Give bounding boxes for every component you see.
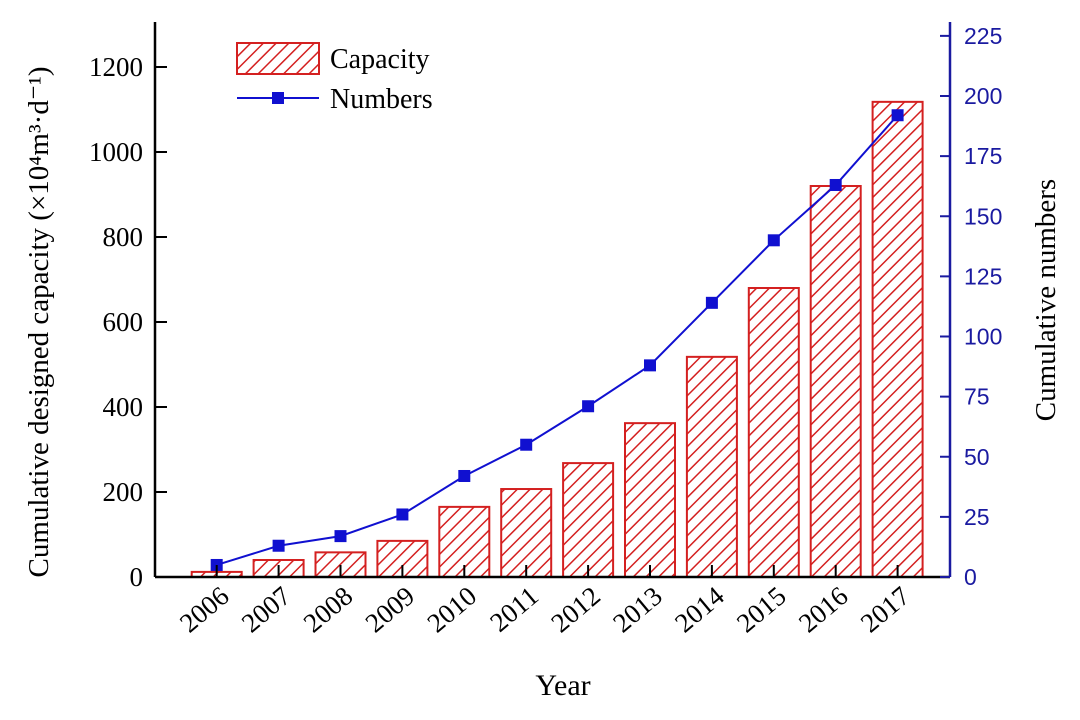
- bar-2014: [685, 355, 738, 578]
- y-left-tick-label: 200: [103, 477, 144, 507]
- y-right-tick-label: 175: [964, 143, 1002, 169]
- y-left-tick-label: 0: [130, 562, 144, 592]
- legend-capacity-label: Capacity: [330, 44, 430, 75]
- y-right-tick-label: 150: [964, 203, 1002, 229]
- x-tick-label-2007: 2007: [236, 581, 297, 639]
- x-tick-label-2012: 2012: [545, 581, 606, 639]
- x-tick-label-2011: 2011: [484, 581, 544, 638]
- y-axis-right-label: Cumulative numbers: [1030, 179, 1062, 421]
- x-tick-label-2013: 2013: [607, 581, 668, 639]
- x-tick-label-2006: 2006: [174, 581, 235, 639]
- point-2013: [644, 359, 656, 372]
- point-2017: [891, 109, 904, 122]
- y-right-tick-label: 25: [964, 504, 990, 530]
- y-axis-left-label: Cumulative designed capacity (×10⁴m³·d⁻¹…: [23, 67, 55, 578]
- x-tick-label-2014: 2014: [669, 580, 730, 638]
- bar-2011: [500, 488, 553, 578]
- y-right-tick-label: 50: [964, 444, 990, 470]
- x-tick-label-2010: 2010: [422, 581, 483, 639]
- point-2006: [210, 558, 223, 571]
- y-right-tick-label: 125: [964, 263, 1002, 289]
- y-left-tick-label: 600: [103, 307, 144, 337]
- bar-2013: [624, 422, 676, 578]
- y-left-tick-label: 400: [103, 392, 144, 422]
- legend-capacity-swatch: [236, 42, 320, 75]
- legend-numbers-label: Numbers: [330, 84, 433, 115]
- point-2010: [458, 469, 471, 482]
- y-right-tick-label: 75: [964, 384, 990, 410]
- y-left-tick-label: 1000: [89, 137, 143, 167]
- y-right-tick-label: 225: [964, 23, 1002, 49]
- point-2008: [334, 530, 347, 543]
- bar-2017: [871, 100, 924, 578]
- bar-2012: [562, 462, 615, 579]
- x-tick-label-2017: 2017: [855, 581, 916, 639]
- y-left-tick-label: 1200: [89, 52, 143, 82]
- x-tick-label-2009: 2009: [360, 581, 421, 639]
- point-2016: [829, 178, 842, 191]
- x-axis-label: Year: [535, 669, 590, 702]
- point-2015: [767, 234, 780, 247]
- y-right-tick-label: 200: [964, 83, 1002, 109]
- y-right-tick-label: 100: [964, 324, 1002, 350]
- point-2012: [582, 400, 595, 413]
- line-group: [210, 109, 904, 571]
- bar-2015: [747, 287, 800, 578]
- x-tick-label-2008: 2008: [298, 581, 359, 639]
- point-2011: [520, 438, 533, 451]
- legend-numbers-marker: [272, 92, 284, 104]
- x-tick-label-2015: 2015: [731, 581, 792, 639]
- bars-group: [190, 100, 924, 579]
- x-tick-label-2016: 2016: [793, 581, 854, 639]
- y-left-tick-label: 800: [103, 222, 144, 252]
- point-2014: [705, 296, 718, 309]
- bar-2016: [809, 185, 862, 578]
- point-2007: [272, 539, 285, 552]
- point-2009: [396, 508, 409, 521]
- legend: Capacity Numbers: [236, 42, 433, 115]
- numbers-line: [216, 114, 899, 566]
- y-right-tick-label: 0: [964, 564, 977, 590]
